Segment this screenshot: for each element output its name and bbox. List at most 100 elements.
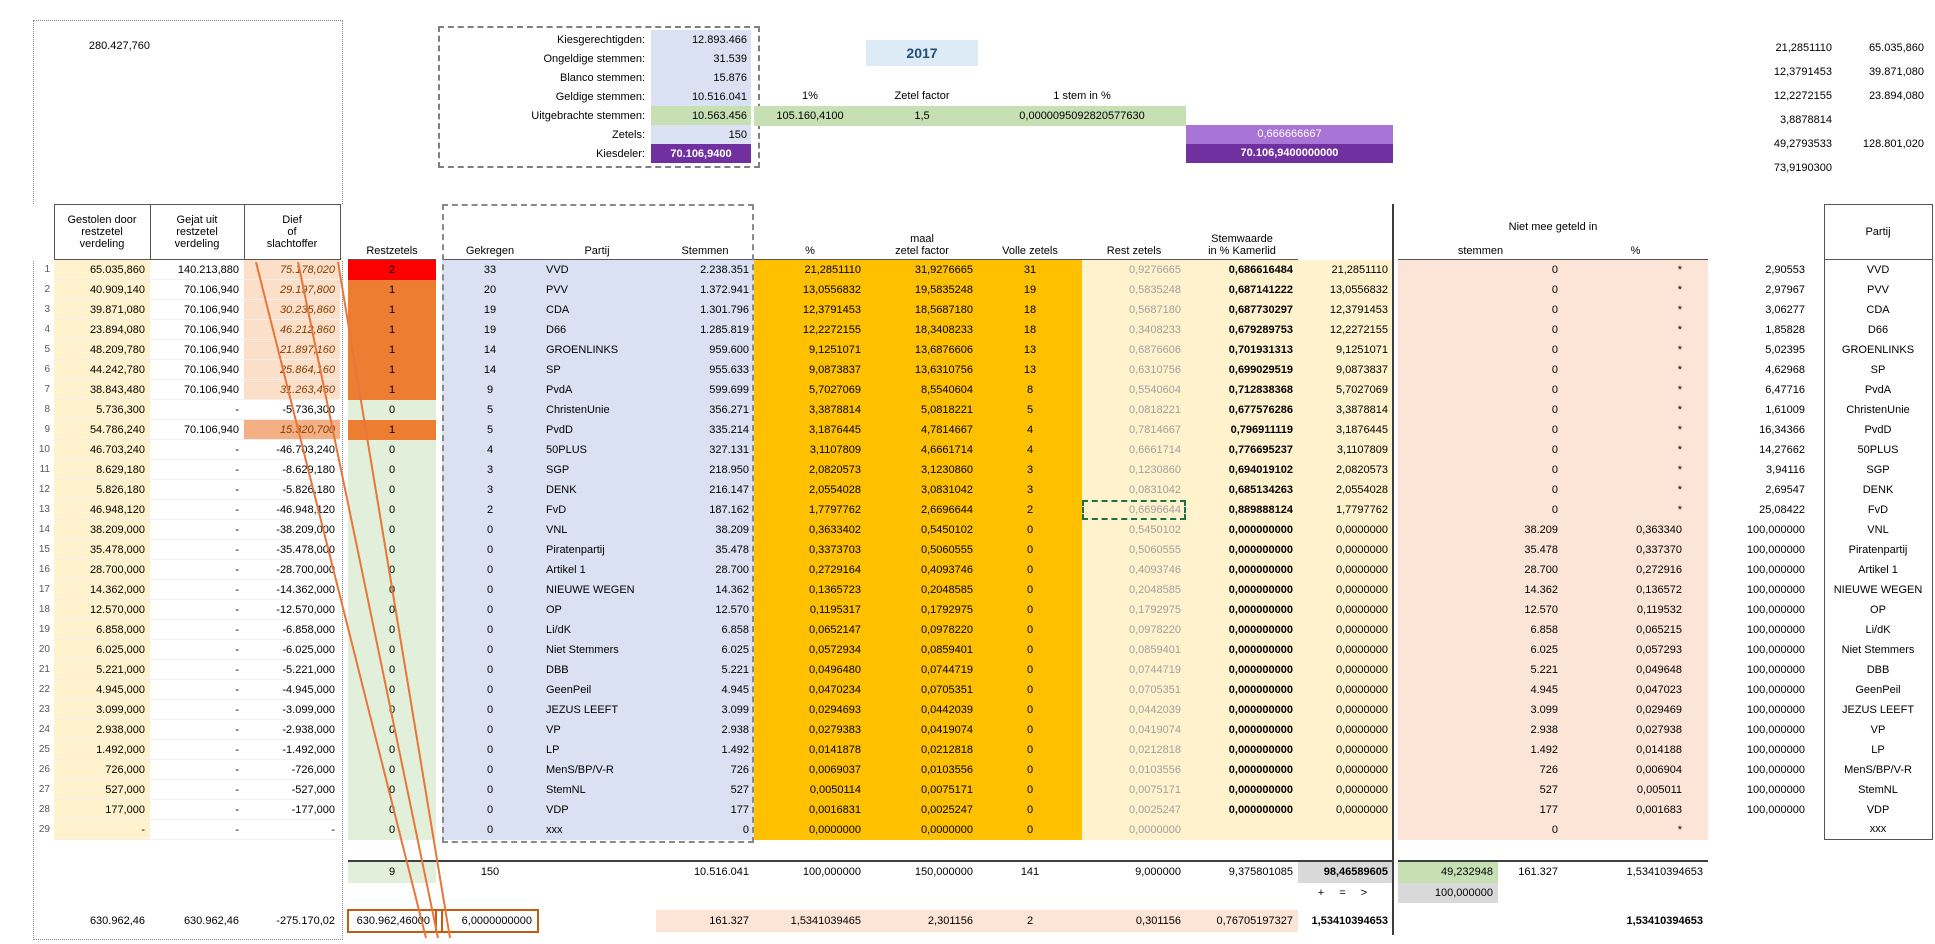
cell-gestolen[interactable]: 54.786,240: [54, 419, 150, 440]
cell-volle-zetels[interactable]: 0: [978, 539, 1082, 560]
cell-stemwaarde-pct[interactable]: 0,0000000: [1298, 799, 1393, 820]
cell-volle-zetels[interactable]: 19: [978, 279, 1082, 300]
cell-partij-right[interactable]: VDP: [1823, 799, 1933, 820]
cell-niet-pct[interactable]: *: [1563, 439, 1708, 460]
cell-partij[interactable]: Artikel 1: [538, 559, 656, 580]
cell-partij-right[interactable]: PvdD: [1823, 419, 1933, 440]
cell-gejat[interactable]: 140.213,880: [150, 259, 244, 280]
cell-rest-zetels[interactable]: 0,3408233: [1082, 319, 1186, 340]
cell-partij[interactable]: LP: [538, 739, 656, 760]
cell-gejat[interactable]: -: [150, 399, 244, 420]
cell-pct[interactable]: 0,0652147: [754, 619, 866, 640]
cell-gejat[interactable]: -: [150, 739, 244, 760]
cell-gejat[interactable]: -: [150, 479, 244, 500]
cell-niet-stemmen[interactable]: 28.700: [1398, 559, 1563, 580]
cell-dief[interactable]: 75.178,020: [244, 259, 340, 280]
cell-dief[interactable]: 46.212,860: [244, 319, 340, 340]
total-volle-zetels[interactable]: 141: [978, 859, 1082, 883]
bottom-restzetels[interactable]: 630.962,46000: [347, 908, 437, 933]
cell-gekregen[interactable]: 2: [442, 499, 538, 520]
cell-niet-pct[interactable]: 0,065215: [1563, 619, 1708, 640]
cell-partij-right[interactable]: VP: [1823, 719, 1933, 740]
cell-gejat[interactable]: -: [150, 679, 244, 700]
cell-partij-right[interactable]: VVD: [1823, 259, 1933, 280]
cell-rest-zetels[interactable]: 0,7814667: [1082, 419, 1186, 440]
cell-stemmen[interactable]: 177: [656, 799, 754, 820]
cell-restzetels[interactable]: 0: [348, 819, 436, 840]
tr-pair-b[interactable]: [1836, 156, 1928, 180]
bottom-stemmen[interactable]: 161.327: [656, 909, 754, 932]
cell-partij[interactable]: GROENLINKS: [538, 339, 656, 360]
cell-rest-zetels[interactable]: 0,5450102: [1082, 519, 1186, 540]
cell-restzetels[interactable]: 1: [348, 339, 436, 360]
cell-partij-right[interactable]: Niet Stemmers: [1823, 639, 1933, 660]
cell-stemwaarde-pct[interactable]: 2,0554028: [1298, 479, 1393, 500]
cell-partij[interactable]: Li/dK: [538, 619, 656, 640]
cell-partij-right[interactable]: PVV: [1823, 279, 1933, 300]
stat-value-kiesdeler[interactable]: 70.106,9400: [651, 144, 751, 163]
cell-stemwaarde-pct[interactable]: 0,0000000: [1298, 759, 1393, 780]
cell-partij-right[interactable]: 50PLUS: [1823, 439, 1933, 460]
cell-stemmen[interactable]: 6.858: [656, 619, 754, 640]
cell-niet-pct[interactable]: *: [1563, 299, 1708, 320]
cell-extra-pct[interactable]: 1,85828: [1765, 323, 1805, 336]
cell-pct[interactable]: 0,1195317: [754, 599, 866, 620]
cell-restzetels[interactable]: 0: [348, 779, 436, 800]
cell-volle-zetels[interactable]: 0: [978, 699, 1082, 720]
year-cell[interactable]: 2017: [866, 40, 978, 66]
cell-stemmen[interactable]: 12.570: [656, 599, 754, 620]
cell-pct[interactable]: 3,1107809: [754, 439, 866, 460]
cell-stemmen[interactable]: 327.131: [656, 439, 754, 460]
cell-volle-zetels[interactable]: 0: [978, 679, 1082, 700]
cell-maal-zetel-factor[interactable]: 3,1230860: [866, 459, 978, 480]
total-stemwaarde-pct[interactable]: 98,46589605: [1298, 859, 1393, 883]
cell-volle-zetels[interactable]: 0: [978, 519, 1082, 540]
cell-gestolen[interactable]: 38.843,480: [54, 379, 150, 400]
cell-pct[interactable]: 0,0069037: [754, 759, 866, 780]
cell-pct[interactable]: 0,0141878: [754, 739, 866, 760]
cell-niet-stemmen[interactable]: 5.221: [1398, 659, 1563, 680]
cell-gray-100pct[interactable]: 100,000000: [1398, 882, 1498, 903]
cell-niet-pct[interactable]: *: [1563, 319, 1708, 340]
cell-pct[interactable]: 0,3633402: [754, 519, 866, 540]
tr-pair-b[interactable]: 39.871,080: [1868, 66, 1924, 78]
cell-stemwaarde[interactable]: 0,776695237: [1186, 439, 1298, 460]
cell-stemwaarde[interactable]: 0,000000000: [1186, 619, 1298, 640]
cell-stemmen[interactable]: 959.600: [656, 339, 754, 360]
cell-pct[interactable]: 21,2851110: [754, 259, 866, 280]
cell-extra-pct[interactable]: 100,000000: [1746, 623, 1805, 636]
cell-gestolen[interactable]: 40.909,140: [54, 279, 150, 300]
cell-partij-right[interactable]: MenS/BP/V-R: [1823, 759, 1933, 780]
cell-volle-zetels[interactable]: 18: [978, 319, 1082, 340]
cell-extra-pct[interactable]: 2,97967: [1765, 283, 1805, 296]
cell-maal-zetel-factor[interactable]: 18,3408233: [866, 319, 978, 340]
cell-niet-stemmen[interactable]: 527: [1398, 779, 1563, 800]
cell-niet-pct[interactable]: 0,027938: [1563, 719, 1708, 740]
total-restzetels[interactable]: 9: [348, 859, 436, 883]
cell-maal-zetel-factor[interactable]: 0,4093746: [866, 559, 978, 580]
cell-stemmen[interactable]: 1.285.819: [656, 319, 754, 340]
cell-stemwaarde[interactable]: 0,701931313: [1186, 339, 1298, 360]
cell-stemwaarde[interactable]: 0,000000000: [1186, 719, 1298, 740]
cell-partij[interactable]: StemNL: [538, 779, 656, 800]
cell-dief[interactable]: -38.209,000: [244, 519, 340, 540]
cell-volle-zetels[interactable]: 0: [978, 739, 1082, 760]
cell-restzetels[interactable]: 0: [348, 539, 436, 560]
cell-partij[interactable]: MenS/BP/V-R: [538, 759, 656, 780]
cell-gekregen[interactable]: 3: [442, 479, 538, 500]
cell-rest-zetels[interactable]: 0,0000000: [1082, 819, 1186, 840]
cell-partij[interactable]: FvD: [538, 499, 656, 520]
cell-partij-right[interactable]: StemNL: [1823, 779, 1933, 800]
cell-dief[interactable]: -177,000: [244, 799, 340, 820]
cell-stemmen[interactable]: 5.221: [656, 659, 754, 680]
cell-partij[interactable]: JEZUS LEEFT: [538, 699, 656, 720]
bottom-stemwaarde[interactable]: 0,76705197327: [1186, 909, 1298, 932]
cell-gestolen[interactable]: 39.871,080: [54, 299, 150, 320]
cell-extra-pct[interactable]: 100,000000: [1746, 763, 1805, 776]
cell-volle-zetels[interactable]: 0: [978, 579, 1082, 600]
cell-maal-zetel-factor[interactable]: 0,0103556: [866, 759, 978, 780]
cell-stemwaarde[interactable]: 0,000000000: [1186, 559, 1298, 580]
cell-maal-zetel-factor[interactable]: 0,0442039: [866, 699, 978, 720]
cell-niet-stemmen[interactable]: 0: [1398, 479, 1563, 500]
cell-pct[interactable]: 0,0470234: [754, 679, 866, 700]
